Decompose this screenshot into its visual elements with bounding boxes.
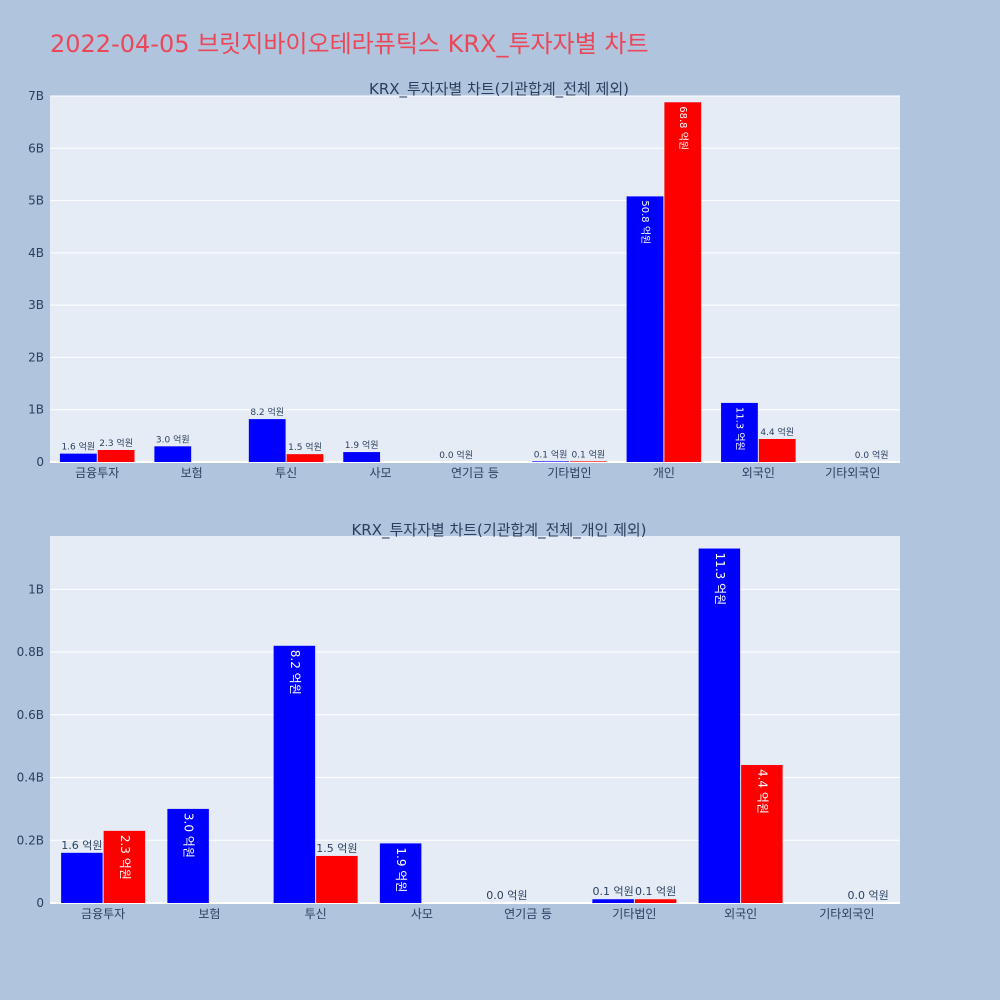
data-label: 0.1 억원 bbox=[593, 885, 634, 898]
bar bbox=[626, 196, 664, 463]
y-tick-label: 2B bbox=[28, 350, 44, 364]
y-tick-label: 1B bbox=[28, 403, 44, 417]
chart-subtitle: KRX_투자자별 차트(기관합계_전체 제외) bbox=[369, 80, 629, 99]
data-label: 4.4 억원 bbox=[755, 769, 769, 814]
bar bbox=[532, 461, 569, 462]
bar bbox=[343, 452, 381, 462]
data-label: 68.8 억원 bbox=[677, 106, 689, 150]
y-tick-label: 0.8B bbox=[17, 645, 44, 659]
y-tick-label: 0.4B bbox=[17, 771, 44, 785]
y-tick-label: 0.2B bbox=[17, 833, 44, 847]
bar bbox=[664, 102, 702, 462]
chart-subtitle: KRX_투자자별 차트(기관합계_전체_개인 제외) bbox=[351, 521, 646, 540]
data-label: 1.9 억원 bbox=[345, 439, 379, 451]
bar bbox=[103, 830, 146, 903]
plot-area bbox=[50, 96, 900, 462]
x-tick-label: 연기금 등 bbox=[504, 907, 552, 921]
x-tick-label: 투신 bbox=[305, 907, 327, 921]
x-tick-label: 기타법인 bbox=[612, 907, 656, 921]
x-tick-label: 금융투자 bbox=[81, 907, 125, 921]
bar bbox=[273, 645, 316, 903]
bar bbox=[154, 446, 192, 462]
bar bbox=[248, 419, 286, 462]
data-label: 3.0 억원 bbox=[156, 433, 190, 445]
data-label: 1.6 억원 bbox=[61, 839, 102, 852]
bar bbox=[61, 852, 103, 903]
data-label: 0.0 억원 bbox=[855, 449, 889, 461]
data-label: 2.3 억원 bbox=[118, 835, 132, 880]
data-label: 0.0 억원 bbox=[848, 889, 889, 902]
data-label: 0.1 억원 bbox=[571, 448, 605, 460]
x-tick-label: 기타외국인 bbox=[825, 466, 880, 480]
data-label: 2.3 억원 bbox=[99, 437, 133, 449]
data-label: 0.1 억원 bbox=[534, 448, 568, 460]
y-tick-label: 4B bbox=[28, 246, 44, 260]
x-tick-label: 외국인 bbox=[742, 466, 775, 480]
data-label: 8.2 억원 bbox=[288, 650, 302, 695]
bar bbox=[592, 899, 634, 903]
y-tick-label: 5B bbox=[28, 194, 44, 208]
x-tick-label: 투신 bbox=[275, 466, 297, 480]
x-tick-label: 개인 bbox=[653, 466, 675, 480]
y-tick-label: 7B bbox=[28, 89, 44, 103]
data-label: 1.6 억원 bbox=[61, 441, 95, 453]
bar bbox=[569, 461, 607, 462]
data-label: 50.8 억원 bbox=[639, 200, 651, 244]
bar bbox=[97, 449, 135, 462]
data-label: 11.3 억원 bbox=[733, 407, 745, 451]
data-label: 8.2 억원 bbox=[250, 406, 284, 418]
bar bbox=[167, 808, 209, 903]
y-tick-label: 1B bbox=[28, 582, 44, 596]
y-tick-label: 0 bbox=[36, 896, 44, 910]
data-label: 1.5 억원 bbox=[316, 842, 357, 855]
x-tick-label: 연기금 등 bbox=[451, 466, 499, 480]
x-tick-label: 금융투자 bbox=[75, 466, 119, 480]
x-tick-label: 기타법인 bbox=[547, 466, 591, 480]
bar bbox=[698, 548, 741, 903]
x-tick-label: 사모 bbox=[370, 466, 392, 480]
data-label: 1.9 억원 bbox=[394, 847, 408, 892]
data-label: 4.4 억원 bbox=[760, 426, 794, 438]
page-title: 2022-04-05 브릿지바이오테라퓨틱스 KRX_투자자별 차트 bbox=[50, 30, 649, 58]
bar bbox=[741, 764, 783, 903]
data-label: 3.0 억원 bbox=[182, 813, 196, 858]
x-tick-label: 보험 bbox=[181, 466, 203, 480]
y-tick-label: 6B bbox=[28, 141, 44, 155]
bar bbox=[379, 843, 422, 903]
data-label: 0.0 억원 bbox=[439, 449, 473, 461]
x-tick-label: 외국인 bbox=[724, 907, 757, 921]
x-tick-label: 기타외국인 bbox=[819, 907, 874, 921]
x-tick-label: 보험 bbox=[198, 907, 220, 921]
bar bbox=[286, 454, 324, 462]
bar bbox=[59, 453, 97, 462]
bar bbox=[316, 855, 358, 903]
y-tick-label: 3B bbox=[28, 298, 44, 312]
y-tick-label: 0.6B bbox=[17, 708, 44, 722]
bar bbox=[721, 402, 758, 462]
x-tick-label: 사모 bbox=[411, 907, 433, 921]
data-label: 0.0 억원 bbox=[486, 889, 527, 902]
data-label: 11.3 억원 bbox=[713, 553, 727, 606]
y-tick-label: 0 bbox=[36, 455, 44, 469]
data-label: 1.5 억원 bbox=[288, 441, 322, 453]
bar bbox=[758, 438, 796, 462]
bar bbox=[634, 899, 677, 903]
data-label: 0.1 억원 bbox=[635, 885, 676, 898]
bar-chart-top: 0 1B 2B 3B 4B 5B 6B 7B KRX_투자자별 차트(기관합계_전체 제외) 금융… bbox=[28, 80, 900, 480]
